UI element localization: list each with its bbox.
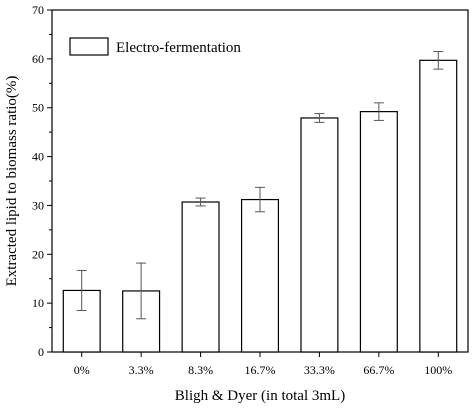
y-tick-label: 10 <box>32 296 44 310</box>
x-tick-label: 66.7% <box>363 363 394 377</box>
y-tick-label: 60 <box>32 52 44 66</box>
y-axis-title: Extracted lipid to biomass ratio(%) <box>4 76 20 287</box>
bar <box>359 111 398 353</box>
x-tick-label: 0% <box>74 363 90 377</box>
y-axis: 0 10 20 30 40 50 60 70 <box>32 3 52 359</box>
x-tick-label: 33.3% <box>304 363 335 377</box>
y-tick-label: 70 <box>32 3 44 17</box>
x-tick-label: 8.3% <box>188 363 213 377</box>
x-axis: 0% 3.3% 8.3% 16.7% 33.3% 66.7% 100% <box>74 352 452 377</box>
bar <box>300 117 339 353</box>
legend: Electro-fermentation <box>69 37 241 56</box>
y-tick-label: 0 <box>38 345 44 359</box>
y-tick-label: 30 <box>32 198 44 212</box>
bar <box>419 59 458 353</box>
x-tick-label: 3.3% <box>129 363 154 377</box>
bar <box>181 201 220 353</box>
x-axis-title: Bligh & Dyer (in total 3mL) <box>175 388 345 404</box>
y-tick-label: 40 <box>32 150 44 164</box>
error-bars <box>76 51 444 320</box>
legend-label: Electro-fermentation <box>116 40 241 56</box>
x-tick-label: 100% <box>424 363 452 377</box>
x-tick-label: 16.7% <box>245 363 276 377</box>
y-tick-label: 20 <box>32 247 44 261</box>
y-tick-label: 50 <box>32 101 44 115</box>
legend-swatch <box>69 37 109 56</box>
bar <box>240 198 280 353</box>
